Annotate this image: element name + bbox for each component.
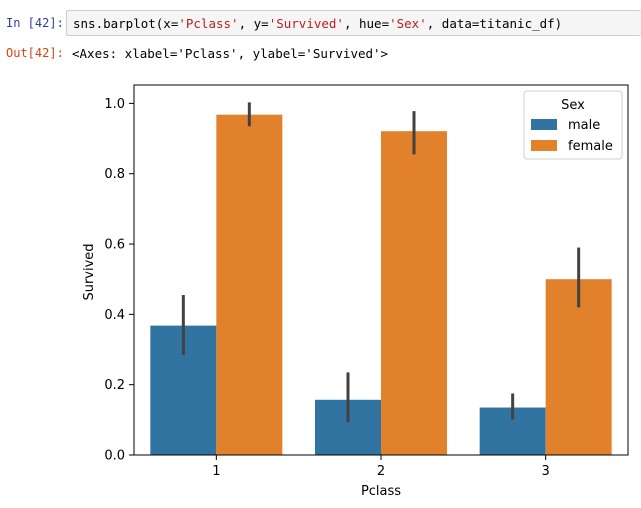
output-text: <Axes: xlabel='Pclass', ylabel='Survived…: [72, 46, 389, 61]
code-hue-arg: 'Sex': [389, 16, 427, 31]
legend-label-male: male: [568, 118, 600, 133]
y-tick-label: 0.6: [104, 238, 125, 253]
code-fn: sns.barplot(x=: [73, 16, 179, 31]
y-tick-label: 0.4: [104, 308, 125, 323]
x-axis-label: Pclass: [361, 484, 401, 499]
bar-female-2: [381, 131, 447, 456]
y-tick-label: 0.2: [104, 378, 125, 393]
code-line: sns.barplot(x='Pclass', y='Survived', hu…: [73, 16, 562, 31]
x-tick-label: 2: [377, 464, 385, 479]
legend-swatch-female: [531, 140, 557, 151]
legend-label-female: female: [568, 139, 613, 154]
y-tick-label: 0.0: [104, 449, 125, 464]
y-tick-label: 1.0: [104, 97, 125, 112]
input-prompt: In [42]:: [6, 16, 64, 30]
code-x-arg: 'Pclass': [178, 16, 239, 31]
y-tick-label: 0.8: [104, 167, 125, 182]
code-y-arg: 'Survived': [268, 16, 344, 31]
bar-female-1: [216, 114, 283, 456]
code-sep2: , hue=: [343, 16, 390, 31]
legend-title: Sex: [561, 98, 585, 113]
code-tail: , data=titanic_df): [426, 16, 563, 31]
code-cell[interactable]: sns.barplot(x='Pclass', y='Survived', hu…: [66, 10, 641, 36]
legend-swatch-male: [531, 119, 557, 130]
x-tick-label: 1: [212, 464, 220, 479]
code-sep1: , y=: [238, 16, 269, 31]
bar-female-3: [545, 279, 612, 455]
y-axis-label: Survived: [82, 243, 97, 300]
x-tick-label: 3: [542, 464, 550, 479]
output-prompt: Out[42]:: [6, 46, 64, 60]
